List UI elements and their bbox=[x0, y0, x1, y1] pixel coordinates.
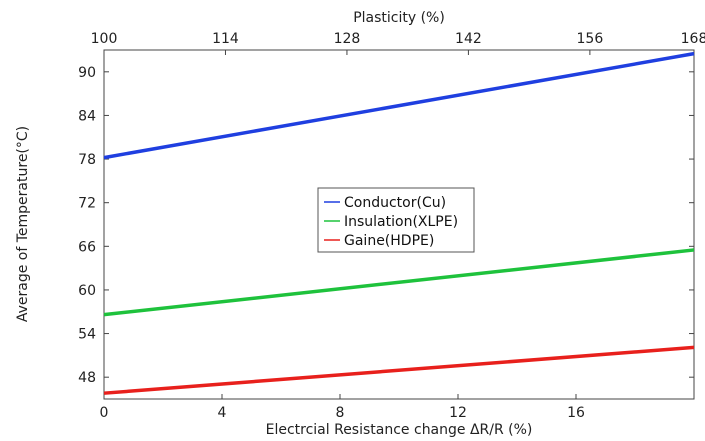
series-line-3 bbox=[103, 345, 695, 395]
x2-tick-label: 142 bbox=[455, 31, 482, 47]
y-tick-label: 66 bbox=[78, 239, 96, 255]
x2-tick-label: 128 bbox=[334, 31, 361, 47]
y-tick-label: 48 bbox=[78, 370, 96, 386]
legend-label-2: Insulation(XLPE) bbox=[344, 214, 458, 230]
y-tick-label: 90 bbox=[78, 65, 96, 81]
series-lines bbox=[103, 51, 695, 395]
x-tick-label: 16 bbox=[567, 405, 585, 421]
y-axis-title: Average of Temperature(°C) bbox=[15, 126, 31, 322]
legend-label-1: Conductor(Cu) bbox=[344, 195, 446, 211]
y-tick-label: 54 bbox=[78, 327, 96, 343]
x2-axis-title: Plasticity (%) bbox=[353, 10, 445, 26]
y-tick-label: 78 bbox=[78, 152, 96, 168]
x-tick-label: 0 bbox=[100, 405, 109, 421]
legend: Conductor(Cu) Insulation(XLPE) Gaine(HDPE) bbox=[317, 187, 475, 253]
x2-tick-label: 100 bbox=[91, 31, 118, 47]
x2-tick-label: 114 bbox=[212, 31, 239, 47]
x-tick-label: 4 bbox=[218, 405, 227, 421]
series-line-1 bbox=[103, 51, 695, 160]
x-tick-label: 12 bbox=[449, 405, 467, 421]
x-axis-title: Electrcial Resistance change ΔR/R (%) bbox=[266, 422, 533, 438]
y-tick-label: 60 bbox=[78, 283, 96, 299]
x-tick-label: 8 bbox=[336, 405, 345, 421]
series-line-2 bbox=[103, 248, 695, 317]
x2-tick-label: 168 bbox=[681, 31, 705, 47]
legend-box bbox=[317, 187, 475, 253]
y-tick-label: 72 bbox=[78, 196, 96, 212]
x2-tick-label: 156 bbox=[577, 31, 604, 47]
y-tick-label: 84 bbox=[78, 108, 96, 124]
legend-label-3: Gaine(HDPE) bbox=[344, 233, 434, 249]
